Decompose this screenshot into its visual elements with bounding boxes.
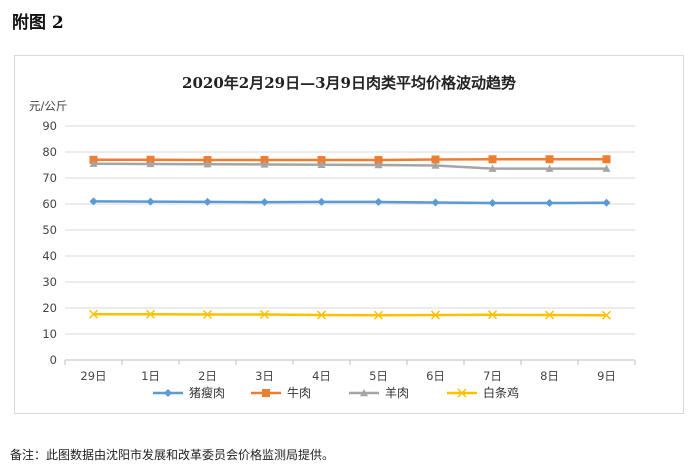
x-tick-label: 1日 xyxy=(141,369,160,383)
y-tick-label: 20 xyxy=(42,301,57,315)
x-tick-label: 4日 xyxy=(312,369,331,383)
x-tick-label: 29日 xyxy=(80,369,106,383)
x-tick-label: 7日 xyxy=(483,369,502,383)
data-point xyxy=(203,197,212,206)
data-point xyxy=(602,155,611,164)
data-point xyxy=(431,198,440,207)
series-line-4 xyxy=(93,312,607,317)
y-tick-label: 50 xyxy=(42,223,57,237)
x-marker-stroke xyxy=(316,310,327,320)
x-marker-stroke xyxy=(544,310,555,320)
price-trend-chart: 2020年2月29日—3月9日肉类平均价格波动趋势 元/公斤 0 10 20 30 40… xyxy=(29,74,636,400)
data-point xyxy=(317,197,326,206)
data-point xyxy=(88,309,99,319)
data-point xyxy=(602,198,611,207)
x-marker-stroke xyxy=(145,309,156,319)
page-heading: 附图 2 xyxy=(12,13,64,33)
x-marker-stroke xyxy=(457,388,467,398)
legend-item: 白条鸡 xyxy=(447,385,519,400)
legend-label: 羊肉 xyxy=(385,385,409,400)
data-point xyxy=(203,160,212,168)
legend-marker xyxy=(164,389,172,397)
data-point xyxy=(260,160,269,168)
data-point xyxy=(202,309,213,320)
data-point xyxy=(260,156,269,165)
legend-label: 牛肉 xyxy=(287,385,311,400)
x-tick-label: 5日 xyxy=(369,369,388,383)
data-point xyxy=(374,197,383,206)
x-tick-label: 2日 xyxy=(198,369,217,383)
legend-item: 羊肉 xyxy=(349,385,409,400)
y-tick-label: 90 xyxy=(42,119,57,133)
data-point xyxy=(373,310,384,320)
data-point xyxy=(316,310,327,320)
legend: 猪瘦肉 牛肉 羊肉 白条鸡 xyxy=(153,385,519,400)
legend-marker xyxy=(262,389,270,397)
data-point xyxy=(601,310,612,320)
data-point xyxy=(545,155,554,164)
legend-label: 白条鸡 xyxy=(483,385,519,400)
data-point xyxy=(146,155,155,164)
series-line-2 xyxy=(93,158,607,162)
x-marker-stroke xyxy=(373,310,384,320)
x-marker-stroke xyxy=(88,309,99,319)
x-marker-stroke xyxy=(487,310,498,320)
y-tick-label: 0 xyxy=(50,353,57,367)
y-tick-label: 70 xyxy=(42,171,57,185)
footnote: 备注：此图数据由沈阳市发展和改革委员会价格监测局提供。 xyxy=(10,448,335,462)
data-point xyxy=(374,161,383,169)
x-marker-stroke xyxy=(601,310,612,320)
grid-lines xyxy=(65,125,635,335)
legend-item: 牛肉 xyxy=(251,385,311,400)
data-point xyxy=(260,198,269,207)
data-point xyxy=(431,161,440,169)
data-point xyxy=(203,156,212,165)
data-point xyxy=(146,159,155,168)
data-point xyxy=(488,164,497,172)
chart-title: 2020年2月29日—3月9日肉类平均价格波动趋势 xyxy=(182,74,516,92)
series-line-1 xyxy=(93,200,607,205)
chart-frame: 2020年2月29日—3月9日肉类平均价格波动趋势 元/公斤 0 10 20 30 40… xyxy=(14,55,684,414)
x-tick-label: 3日 xyxy=(255,369,274,383)
x-tick-label: 6日 xyxy=(426,369,445,383)
data-point xyxy=(488,155,497,164)
data-point xyxy=(259,309,270,320)
legend-marker xyxy=(457,388,467,398)
data-point xyxy=(430,310,441,320)
data-point xyxy=(602,164,611,172)
x-marker-stroke xyxy=(202,309,213,320)
y-tick-label: 40 xyxy=(42,249,57,263)
data-point xyxy=(317,160,326,168)
data-point xyxy=(146,197,155,206)
data-point xyxy=(145,309,156,319)
data-point xyxy=(431,155,440,164)
data-point xyxy=(545,198,554,207)
legend-label: 猪瘦肉 xyxy=(189,385,225,400)
axes: 0 10 20 30 40 50 60 70 80 90 29日 1日 2日 3日 4日 5日 6日 7日 8日 9日 xyxy=(42,119,636,383)
x-marker-stroke xyxy=(259,309,270,320)
x-tick-label: 8日 xyxy=(540,369,559,383)
y-tick-label: 30 xyxy=(42,275,57,289)
data-point xyxy=(317,156,326,165)
y-tick-label: 10 xyxy=(42,327,57,341)
legend-marker xyxy=(360,389,368,397)
data-point xyxy=(89,159,98,167)
data-point xyxy=(374,156,383,165)
series-line-3 xyxy=(93,162,607,170)
y-tick-label: 80 xyxy=(42,145,57,159)
data-point xyxy=(487,310,498,320)
x-marker-stroke xyxy=(430,310,441,320)
y-axis-unit-label: 元/公斤 xyxy=(29,99,67,113)
data-point xyxy=(488,198,497,207)
data-point xyxy=(89,197,98,206)
y-tick-label: 60 xyxy=(42,197,57,211)
series-lines xyxy=(88,155,612,320)
data-point xyxy=(544,310,555,320)
legend-item: 猪瘦肉 xyxy=(153,385,225,400)
x-tick-label: 9日 xyxy=(597,369,616,383)
data-point xyxy=(545,164,554,172)
